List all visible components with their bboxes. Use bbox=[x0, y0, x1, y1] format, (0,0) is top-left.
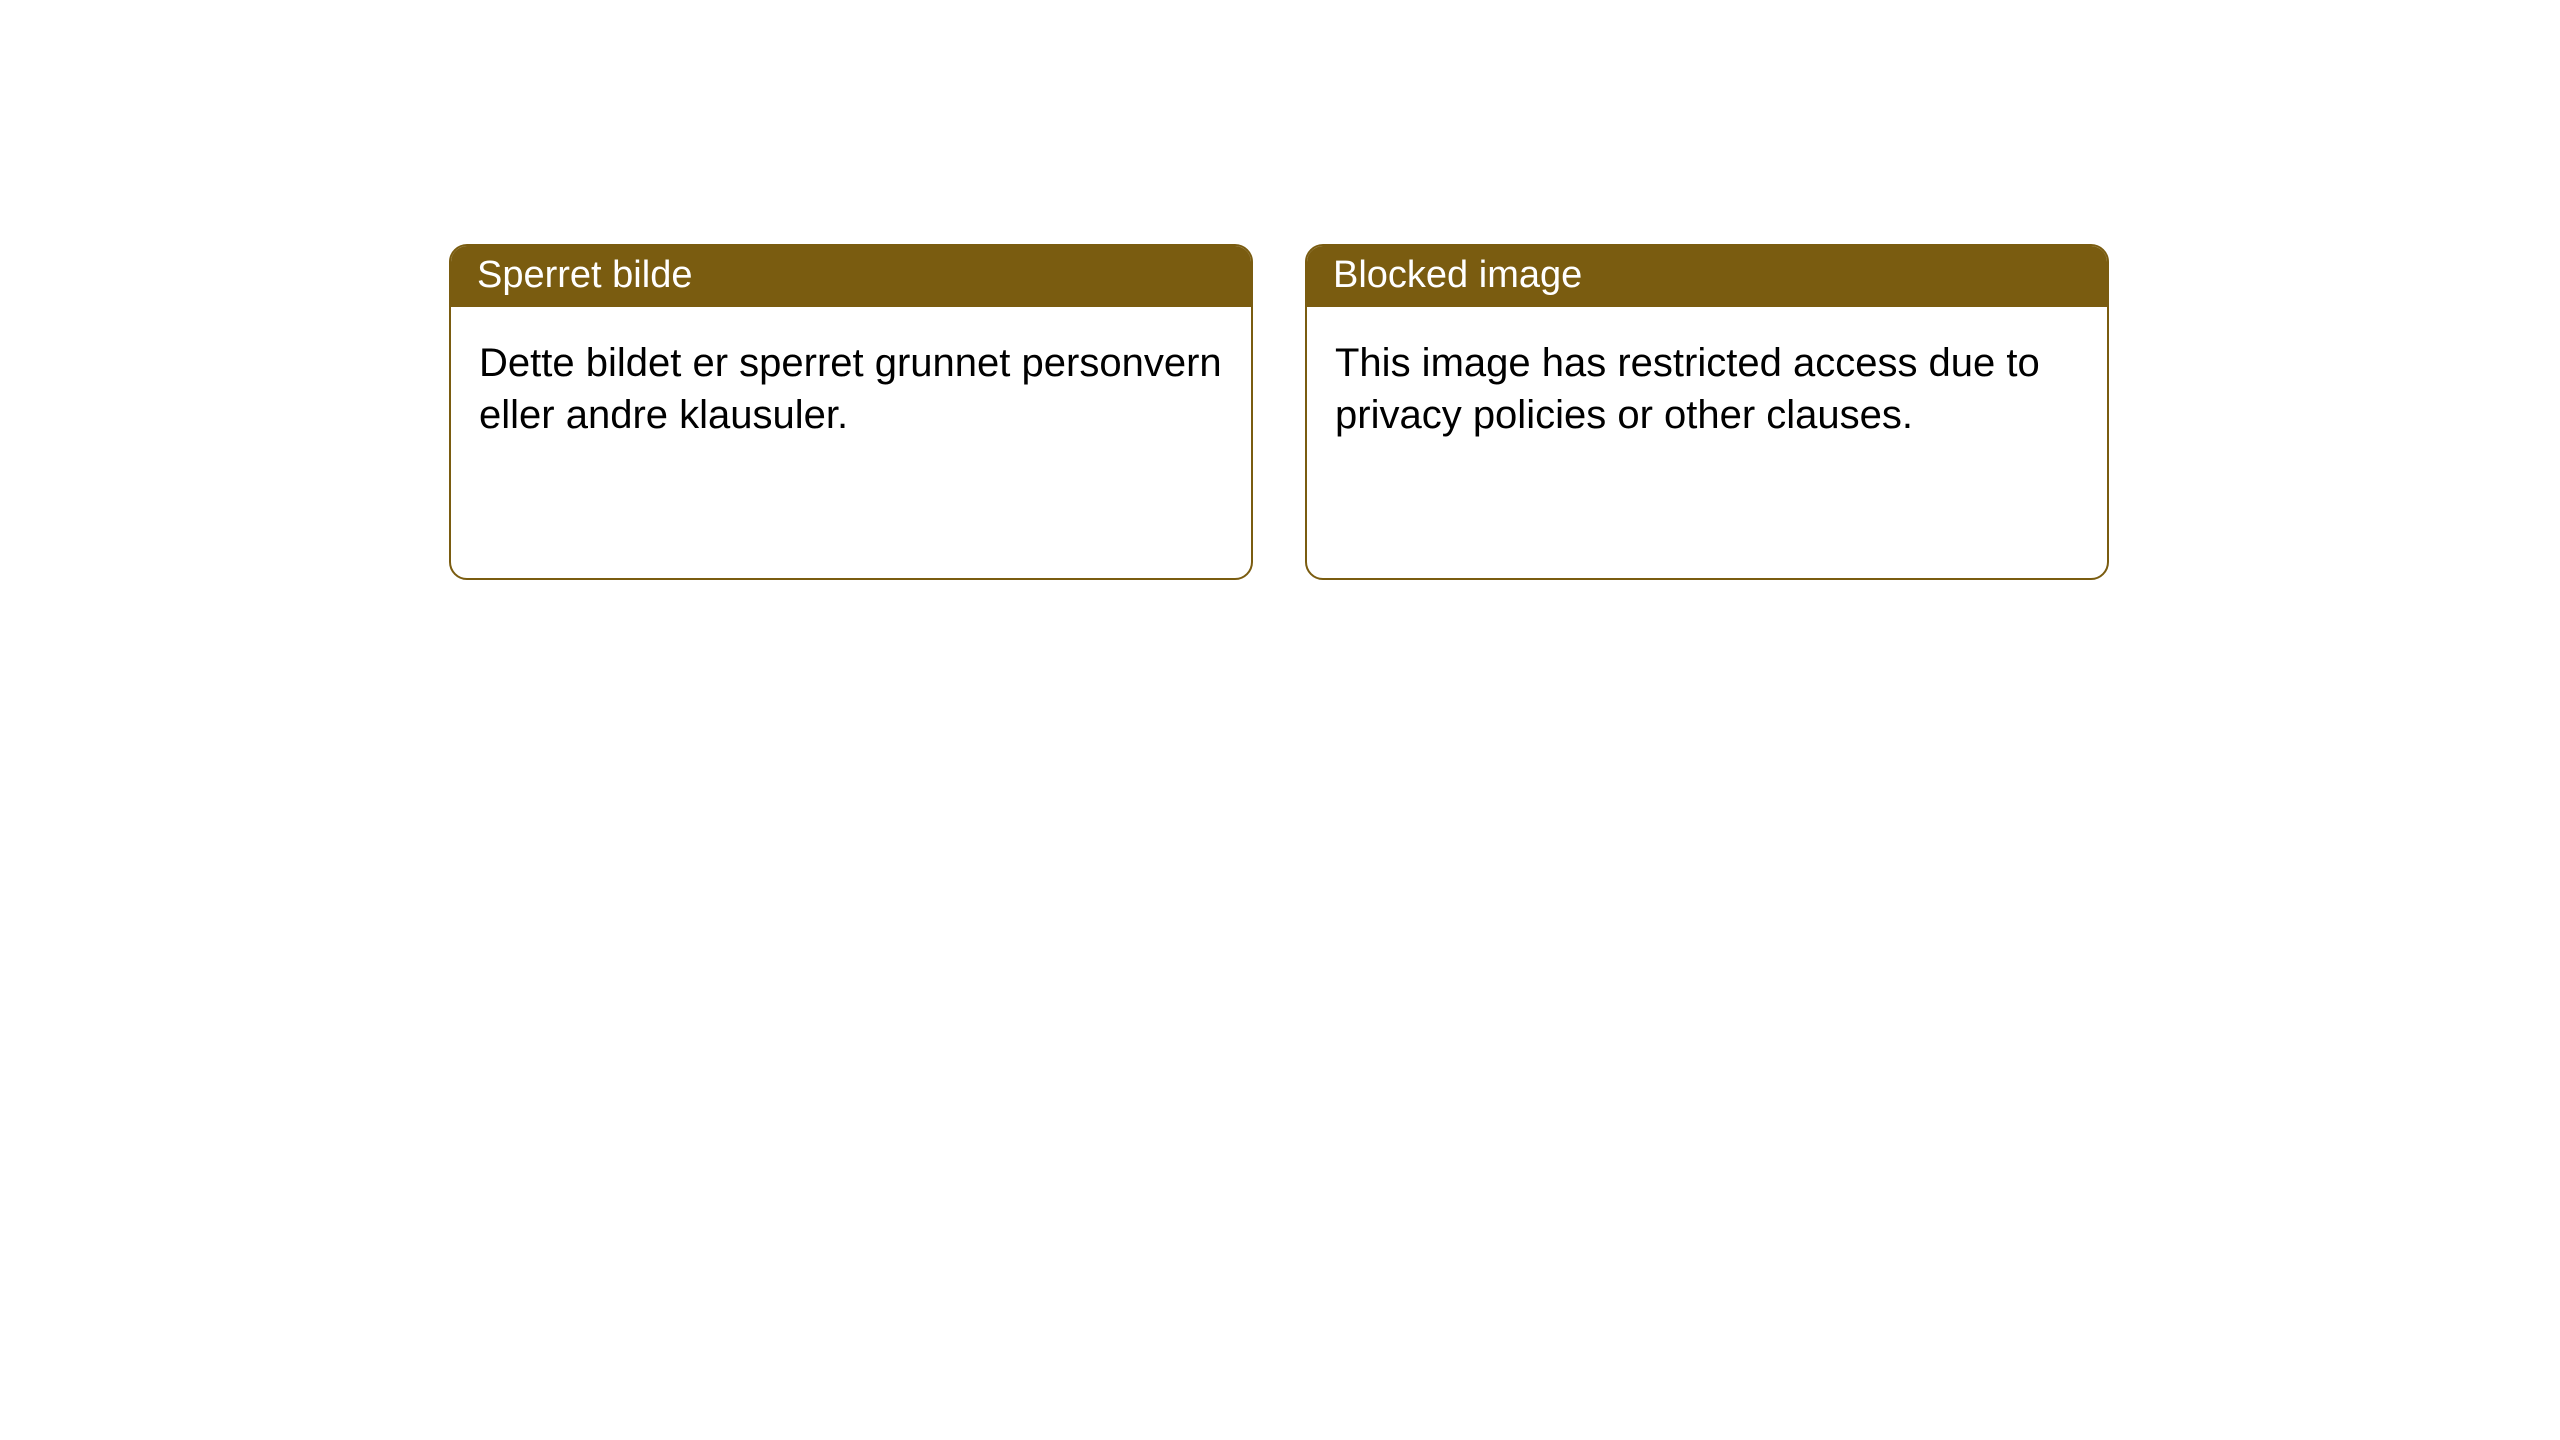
notice-header: Sperret bilde bbox=[451, 246, 1251, 307]
notice-title: Blocked image bbox=[1333, 254, 1582, 296]
notice-body-text: Dette bildet er sperret grunnet personve… bbox=[479, 341, 1222, 437]
notice-card-english: Blocked image This image has restricted … bbox=[1305, 244, 2109, 580]
notice-body-text: This image has restricted access due to … bbox=[1335, 341, 2040, 437]
notice-body: Dette bildet er sperret grunnet personve… bbox=[451, 307, 1251, 471]
notice-body: This image has restricted access due to … bbox=[1307, 307, 2107, 471]
notice-card-norwegian: Sperret bilde Dette bildet er sperret gr… bbox=[449, 244, 1253, 580]
notice-container: Sperret bilde Dette bildet er sperret gr… bbox=[0, 0, 2560, 580]
notice-header: Blocked image bbox=[1307, 246, 2107, 307]
notice-title: Sperret bilde bbox=[477, 254, 692, 296]
